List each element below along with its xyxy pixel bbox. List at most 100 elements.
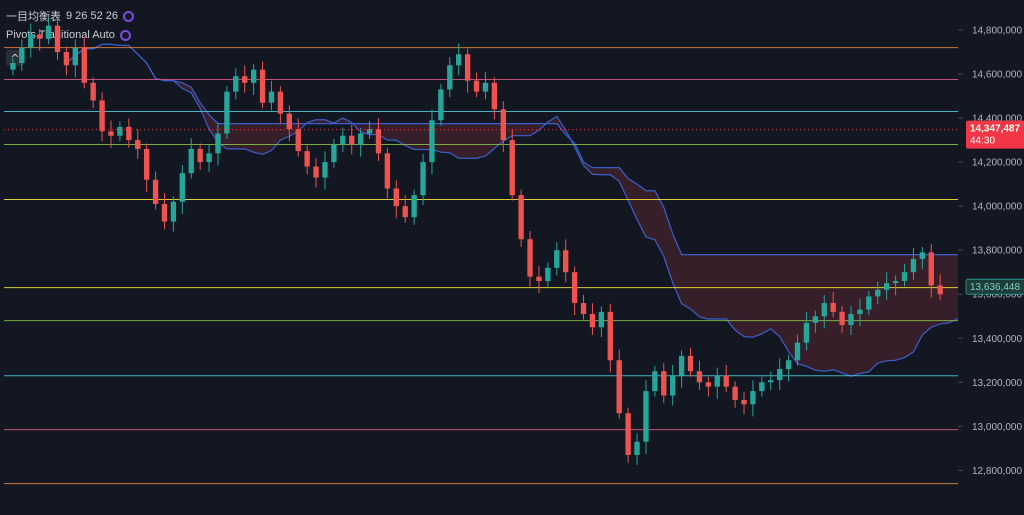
candle-body [848,314,854,326]
candle-body [937,285,943,295]
candle-body [464,54,471,81]
candle-body [259,69,266,103]
y-tick-label: 14,000,000 [972,202,1022,213]
settings-icon[interactable] [123,10,134,22]
candle-body [411,195,417,218]
candle-body [242,76,248,83]
candle-body [812,316,819,323]
candle-body [473,80,480,92]
ichimoku-params: 9 26 52 26 [66,10,118,22]
y-tick-label: 14,800,000 [972,26,1022,37]
indicator-ichimoku-label[interactable]: 一目均衡表 9 26 52 26 [6,8,134,24]
candle-body [563,250,569,273]
y-tick-label: 12,800,000 [972,466,1022,477]
candle-body [500,109,506,141]
current-price-badge [965,278,1024,295]
candle-body [375,129,382,154]
candle-body [215,133,221,154]
candle-body [910,259,917,273]
candle-body [777,369,783,381]
y-tick-label: 14,400,000 [972,114,1022,125]
candle-body [732,386,738,400]
candle-body [723,375,729,387]
candle-body [687,355,694,372]
candle-body [357,133,364,145]
candle-body [295,129,301,152]
candle-body [456,54,462,66]
candle-body [857,309,863,315]
candle-body [90,82,96,101]
candle-body [233,76,239,92]
candle-body [928,252,934,286]
candle-body [63,52,70,66]
candle-body [170,201,177,222]
y-tick-label: 13,600,000 [972,290,1022,301]
candle-body [696,371,703,383]
candle-body [250,69,257,83]
candle-body [589,314,596,328]
candle-body [839,311,845,326]
candle-body [598,311,605,328]
candle-body [224,91,230,134]
candle-body [759,382,765,392]
candle-body [607,311,613,361]
candle-body [152,179,159,204]
candle-body [714,375,720,387]
candle-body [438,89,444,121]
candle-body [304,151,310,167]
last-price-label: 14,347,487 [970,124,1020,135]
candle-body [883,283,890,290]
candle-body [206,153,212,163]
candle-body [331,144,337,163]
candle-body [54,25,61,53]
candle-body [482,82,489,92]
candle-body [794,342,801,361]
candle-body [10,63,16,70]
candle-body [625,413,631,455]
candle-body [785,360,792,370]
candle-body [402,206,408,218]
candle-body [830,303,836,312]
candle-body [179,173,185,202]
candle-body [349,135,355,145]
candle-body [161,203,168,222]
candle-body [741,399,747,405]
candle-body [803,322,810,343]
candle-body [135,140,141,149]
candle-body [420,162,426,196]
candle-body [580,303,587,315]
candle-body [36,34,43,39]
candle-body [652,371,658,392]
y-tick-label: 13,200,000 [972,378,1022,389]
candle-body [616,360,622,414]
pivot-levels [4,47,958,485]
candle-body [28,34,34,48]
candle-body [509,140,515,196]
current-price-label: 13,636,448 [970,282,1020,293]
candle-body [750,391,756,405]
candle-body [72,47,79,66]
countdown-label: 44:30 [970,136,995,147]
candle-body [866,296,872,310]
candle-body [661,371,667,396]
y-tick-label: 13,400,000 [972,334,1022,345]
candle-body [19,47,25,64]
candle-body [634,441,640,455]
candle-body [188,148,194,174]
candle-body [901,272,908,282]
candle-body [670,375,676,396]
candle-body [384,153,391,189]
y-tick-label: 14,200,000 [972,158,1022,169]
candle-body [429,120,435,163]
candle-body [536,276,542,282]
candle-body [313,166,319,178]
y-tick-label: 14,600,000 [972,70,1022,81]
candle-body [643,391,649,442]
candle-body [340,135,346,145]
candle-body [117,126,123,136]
candle-body [518,195,524,240]
settings-icon[interactable] [119,29,131,41]
candle-body [286,113,292,130]
